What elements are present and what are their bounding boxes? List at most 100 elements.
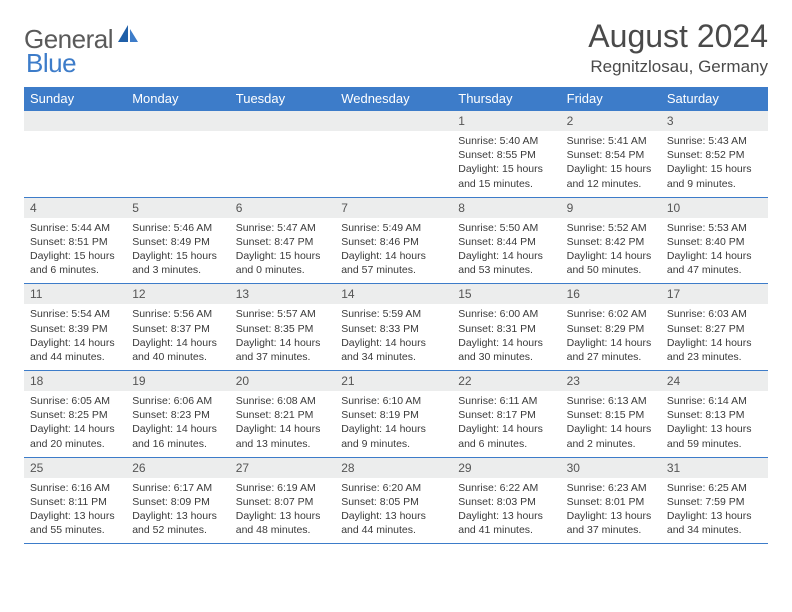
day-cell: Sunrise: 5:49 AMSunset: 8:46 PMDaylight:… [335, 218, 452, 284]
day-cell: Sunrise: 5:47 AMSunset: 8:47 PMDaylight:… [230, 218, 335, 284]
day-cell: Sunrise: 6:11 AMSunset: 8:17 PMDaylight:… [452, 391, 560, 457]
week-daynum-row: 123 [24, 111, 768, 132]
day-number [24, 111, 126, 132]
day-number: 19 [126, 371, 230, 392]
sunset-text: Sunset: 8:27 PM [667, 322, 762, 336]
sunset-text: Sunset: 8:46 PM [341, 235, 446, 249]
daylight-text: Daylight: 14 hours and 9 minutes. [341, 422, 446, 450]
daylight-text: Daylight: 13 hours and 55 minutes. [30, 509, 120, 537]
day-cell: Sunrise: 5:54 AMSunset: 8:39 PMDaylight:… [24, 304, 126, 370]
daylight-text: Daylight: 13 hours and 52 minutes. [132, 509, 224, 537]
daylight-text: Daylight: 14 hours and 6 minutes. [458, 422, 554, 450]
day-cell: Sunrise: 5:53 AMSunset: 8:40 PMDaylight:… [661, 218, 768, 284]
day-cell: Sunrise: 6:06 AMSunset: 8:23 PMDaylight:… [126, 391, 230, 457]
day-number: 7 [335, 197, 452, 218]
sunrise-text: Sunrise: 6:02 AM [567, 307, 655, 321]
sunrise-text: Sunrise: 5:50 AM [458, 221, 554, 235]
day-number: 1 [452, 111, 560, 132]
day-number: 18 [24, 371, 126, 392]
day-number: 15 [452, 284, 560, 305]
sunset-text: Sunset: 8:09 PM [132, 495, 224, 509]
sunset-text: Sunset: 8:51 PM [30, 235, 120, 249]
week-content-row: Sunrise: 5:44 AMSunset: 8:51 PMDaylight:… [24, 218, 768, 284]
daylight-text: Daylight: 14 hours and 2 minutes. [567, 422, 655, 450]
sunrise-text: Sunrise: 5:40 AM [458, 134, 554, 148]
sunrise-text: Sunrise: 6:00 AM [458, 307, 554, 321]
day-cell [230, 131, 335, 197]
day-cell: Sunrise: 5:43 AMSunset: 8:52 PMDaylight:… [661, 131, 768, 197]
daylight-text: Daylight: 14 hours and 20 minutes. [30, 422, 120, 450]
daylight-text: Daylight: 14 hours and 30 minutes. [458, 336, 554, 364]
day-number: 4 [24, 197, 126, 218]
daylight-text: Daylight: 15 hours and 9 minutes. [667, 162, 762, 190]
day-cell: Sunrise: 5:52 AMSunset: 8:42 PMDaylight:… [561, 218, 661, 284]
day-number: 25 [24, 457, 126, 478]
day-header: Saturday [661, 87, 768, 111]
daylight-text: Daylight: 14 hours and 47 minutes. [667, 249, 762, 277]
week-content-row: Sunrise: 6:16 AMSunset: 8:11 PMDaylight:… [24, 478, 768, 544]
daylight-text: Daylight: 13 hours and 48 minutes. [236, 509, 329, 537]
day-cell: Sunrise: 6:19 AMSunset: 8:07 PMDaylight:… [230, 478, 335, 544]
day-cell: Sunrise: 6:23 AMSunset: 8:01 PMDaylight:… [561, 478, 661, 544]
sunset-text: Sunset: 8:25 PM [30, 408, 120, 422]
day-cell: Sunrise: 5:40 AMSunset: 8:55 PMDaylight:… [452, 131, 560, 197]
day-cell: Sunrise: 6:13 AMSunset: 8:15 PMDaylight:… [561, 391, 661, 457]
daylight-text: Daylight: 15 hours and 15 minutes. [458, 162, 554, 190]
daylight-text: Daylight: 13 hours and 34 minutes. [667, 509, 762, 537]
sunrise-text: Sunrise: 6:17 AM [132, 481, 224, 495]
day-cell: Sunrise: 6:16 AMSunset: 8:11 PMDaylight:… [24, 478, 126, 544]
sunrise-text: Sunrise: 5:56 AM [132, 307, 224, 321]
sunset-text: Sunset: 8:42 PM [567, 235, 655, 249]
day-cell: Sunrise: 6:00 AMSunset: 8:31 PMDaylight:… [452, 304, 560, 370]
sunrise-text: Sunrise: 5:52 AM [567, 221, 655, 235]
daylight-text: Daylight: 15 hours and 6 minutes. [30, 249, 120, 277]
sunrise-text: Sunrise: 6:25 AM [667, 481, 762, 495]
day-cell: Sunrise: 6:25 AMSunset: 7:59 PMDaylight:… [661, 478, 768, 544]
day-cell: Sunrise: 6:20 AMSunset: 8:05 PMDaylight:… [335, 478, 452, 544]
sunset-text: Sunset: 8:39 PM [30, 322, 120, 336]
sunrise-text: Sunrise: 5:53 AM [667, 221, 762, 235]
month-title: August 2024 [588, 18, 768, 55]
daylight-text: Daylight: 13 hours and 44 minutes. [341, 509, 446, 537]
sunset-text: Sunset: 8:33 PM [341, 322, 446, 336]
sunrise-text: Sunrise: 5:46 AM [132, 221, 224, 235]
sunrise-text: Sunrise: 6:20 AM [341, 481, 446, 495]
sunset-text: Sunset: 7:59 PM [667, 495, 762, 509]
sunrise-text: Sunrise: 5:43 AM [667, 134, 762, 148]
day-cell: Sunrise: 6:03 AMSunset: 8:27 PMDaylight:… [661, 304, 768, 370]
page-header: General August 2024 Regnitzlosau, German… [24, 18, 768, 77]
week-content-row: Sunrise: 5:40 AMSunset: 8:55 PMDaylight:… [24, 131, 768, 197]
day-cell: Sunrise: 6:14 AMSunset: 8:13 PMDaylight:… [661, 391, 768, 457]
sunset-text: Sunset: 8:47 PM [236, 235, 329, 249]
daylight-text: Daylight: 13 hours and 37 minutes. [567, 509, 655, 537]
title-block: August 2024 Regnitzlosau, Germany [588, 18, 768, 77]
sunset-text: Sunset: 8:03 PM [458, 495, 554, 509]
day-number: 29 [452, 457, 560, 478]
sunset-text: Sunset: 8:23 PM [132, 408, 224, 422]
daylight-text: Daylight: 15 hours and 0 minutes. [236, 249, 329, 277]
daylight-text: Daylight: 14 hours and 23 minutes. [667, 336, 762, 364]
sunset-text: Sunset: 8:29 PM [567, 322, 655, 336]
day-number: 24 [661, 371, 768, 392]
day-number: 17 [661, 284, 768, 305]
day-number: 2 [561, 111, 661, 132]
week-content-row: Sunrise: 6:05 AMSunset: 8:25 PMDaylight:… [24, 391, 768, 457]
daylight-text: Daylight: 14 hours and 16 minutes. [132, 422, 224, 450]
day-number: 5 [126, 197, 230, 218]
day-number: 22 [452, 371, 560, 392]
sunrise-text: Sunrise: 5:41 AM [567, 134, 655, 148]
daylight-text: Daylight: 14 hours and 34 minutes. [341, 336, 446, 364]
daylight-text: Daylight: 14 hours and 53 minutes. [458, 249, 554, 277]
day-number: 30 [561, 457, 661, 478]
sunrise-text: Sunrise: 6:23 AM [567, 481, 655, 495]
day-cell [335, 131, 452, 197]
day-number: 31 [661, 457, 768, 478]
daylight-text: Daylight: 15 hours and 3 minutes. [132, 249, 224, 277]
daylight-text: Daylight: 14 hours and 50 minutes. [567, 249, 655, 277]
sunrise-text: Sunrise: 6:19 AM [236, 481, 329, 495]
day-header-row: Sunday Monday Tuesday Wednesday Thursday… [24, 87, 768, 111]
sunset-text: Sunset: 8:40 PM [667, 235, 762, 249]
day-number: 14 [335, 284, 452, 305]
day-cell: Sunrise: 6:05 AMSunset: 8:25 PMDaylight:… [24, 391, 126, 457]
day-cell: Sunrise: 6:22 AMSunset: 8:03 PMDaylight:… [452, 478, 560, 544]
